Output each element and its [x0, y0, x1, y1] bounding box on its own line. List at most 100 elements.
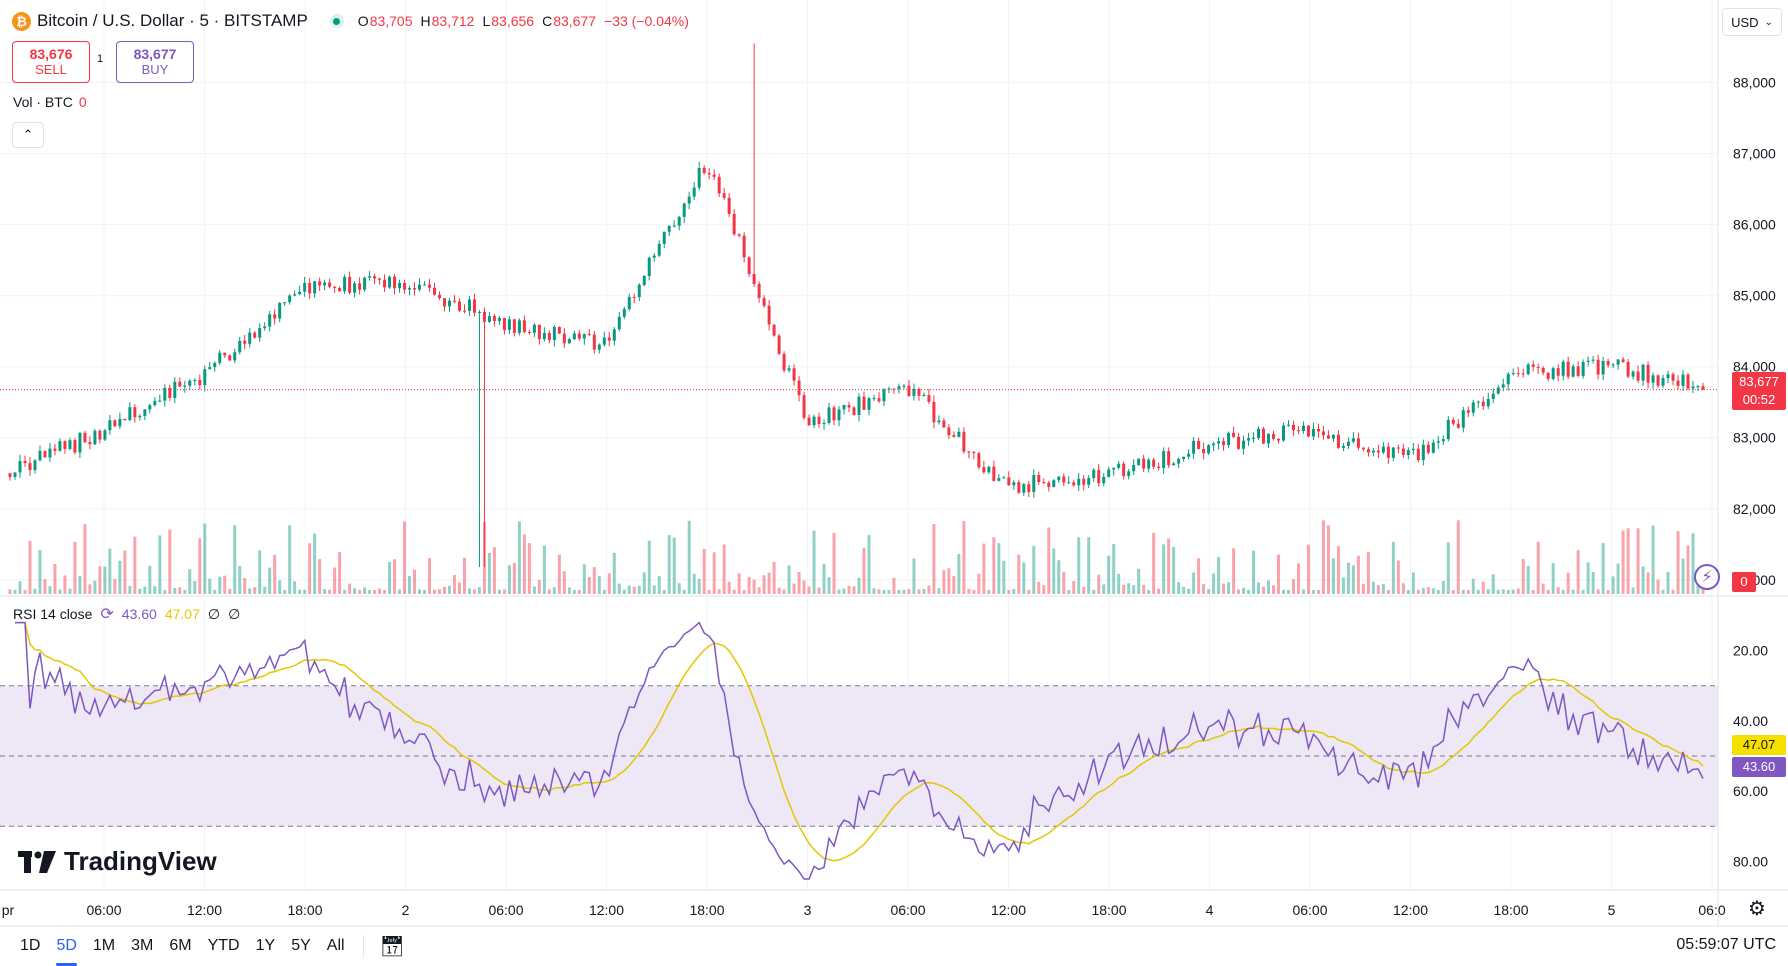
candle-body	[572, 333, 576, 340]
lightning-icon[interactable]: ⚡	[1694, 564, 1720, 590]
volume-bar	[1227, 582, 1231, 594]
time-tick-label: 12:00	[1393, 902, 1428, 918]
candle-body	[1117, 463, 1121, 468]
candle-body	[1496, 387, 1500, 394]
candle-body	[1356, 438, 1360, 448]
candle-body	[527, 331, 531, 333]
candle-body	[1341, 445, 1345, 448]
volume-bar	[922, 589, 926, 594]
volume-bar	[522, 534, 526, 594]
candle-body	[1631, 371, 1635, 377]
volume-bar	[1491, 574, 1495, 594]
collapse-legend-button[interactable]: ⌃	[12, 122, 44, 148]
candle-body	[657, 243, 661, 256]
symbol-legend: ₿ Bitcoin / U.S. Dollar · 5 · BITSTAMP O…	[12, 8, 689, 34]
range-all[interactable]: All	[326, 937, 345, 954]
candle-body	[1451, 419, 1455, 424]
candle-body	[43, 450, 47, 458]
volume-bar	[1536, 541, 1540, 594]
range-5y[interactable]: 5Y	[291, 937, 311, 954]
candle-body	[1526, 364, 1530, 375]
candle-body	[288, 295, 292, 303]
candle-body	[138, 415, 142, 418]
candle-body	[38, 450, 42, 461]
gear-icon[interactable]: ⚙	[1748, 898, 1766, 920]
volume-bar	[163, 589, 167, 594]
candle-body	[1371, 450, 1375, 453]
candle-body	[318, 281, 322, 286]
candle-body	[1421, 444, 1425, 461]
candle-body	[1466, 410, 1470, 413]
volume-bar	[328, 589, 332, 594]
candle-body	[632, 296, 636, 298]
candle-body	[457, 301, 461, 311]
volume-bar	[1396, 560, 1400, 594]
volume-bar	[1072, 581, 1076, 594]
time-tick-label: 06:00	[890, 902, 925, 918]
volume-bar	[1022, 562, 1026, 594]
time-tick-label: pr	[2, 902, 15, 918]
price-tick-label: 85,000	[1733, 288, 1776, 304]
volume-bar	[857, 577, 861, 594]
range-6m[interactable]: 6M	[169, 937, 192, 954]
symbol-title[interactable]: Bitcoin / U.S. Dollar · 5 · BITSTAMP	[37, 11, 308, 30]
candle-body	[13, 472, 17, 477]
volume-bar	[423, 589, 427, 594]
buy-button[interactable]: 83,677 BUY	[116, 41, 194, 83]
volume-bar	[702, 549, 706, 594]
candle-body	[797, 380, 801, 396]
candle-body	[1696, 386, 1700, 388]
range-5d[interactable]: 5D	[48, 932, 84, 966]
volume-bar	[218, 576, 222, 594]
volume-bar	[552, 587, 556, 594]
candle-body	[338, 287, 342, 292]
candle-body	[472, 299, 476, 313]
volume-legend[interactable]: Vol · BTC 0	[13, 94, 87, 110]
volume-bar	[353, 588, 357, 594]
candle-body	[148, 405, 152, 410]
volume-bar	[1232, 548, 1236, 594]
volume-bar	[1476, 589, 1480, 594]
time-tick-label: 06:0	[1698, 902, 1725, 918]
volume-bar	[1037, 581, 1041, 594]
candle-body	[1202, 448, 1206, 454]
refresh-icon[interactable]: ⟳	[100, 606, 114, 623]
sell-button[interactable]: 83,676 SELL	[12, 41, 90, 83]
market-status-icon[interactable]	[329, 14, 344, 28]
candle-body	[143, 409, 147, 416]
volume-bar	[1696, 584, 1700, 594]
candle-body	[1311, 429, 1315, 437]
range-1y[interactable]: 1Y	[255, 937, 276, 954]
volume-bar	[1252, 550, 1256, 594]
candle-body	[1511, 373, 1515, 375]
tradingview-logo[interactable]: TradingView	[18, 846, 217, 877]
date-range-icon[interactable]: 📅︎	[379, 935, 405, 958]
rsi-legend[interactable]: RSI 14 close ⟳ 43.60 47.07 ∅ ∅	[13, 605, 241, 624]
ohlc-low: L83,656	[482, 13, 535, 29]
volume-bar	[767, 572, 771, 594]
range-1m[interactable]: 1M	[92, 937, 116, 954]
volume-bar	[268, 567, 272, 594]
utc-clock[interactable]: 05:59:07 UTC	[1676, 936, 1776, 953]
range-3m[interactable]: 3M	[131, 937, 154, 954]
volume-bar	[1222, 583, 1226, 594]
range-ytd[interactable]: YTD	[207, 937, 240, 954]
volume-bar	[817, 587, 821, 594]
volume-bar	[413, 569, 417, 594]
currency-select[interactable]: USD ⌄	[1722, 8, 1782, 36]
chevron-up-icon: ⌃	[22, 127, 34, 142]
volume-bar	[118, 560, 122, 594]
volume-bar	[123, 550, 127, 594]
volume-bar	[1002, 560, 1006, 594]
volume-bar	[517, 521, 521, 594]
range-1d[interactable]: 1D	[20, 937, 41, 954]
volume-bar	[1286, 589, 1290, 594]
volume-bar	[148, 565, 152, 594]
volume-bar	[1316, 589, 1320, 594]
candle-body	[1471, 402, 1475, 413]
volume-bar	[1481, 581, 1485, 594]
volume-bar	[263, 586, 267, 594]
volume-bar	[318, 559, 322, 594]
candle-body	[1182, 456, 1186, 459]
